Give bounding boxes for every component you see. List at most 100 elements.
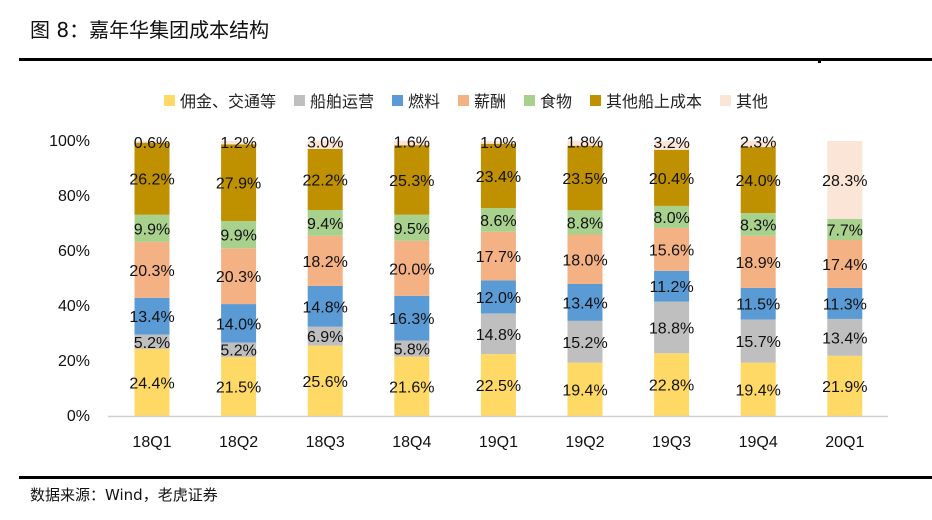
bar-segment: [480, 141, 516, 144]
data-label: 24.4%: [129, 375, 174, 392]
data-label: 1.8%: [567, 135, 603, 152]
legend-label: 佣金、交通等: [179, 92, 276, 111]
data-label: 22.8%: [649, 378, 694, 395]
y-tick-label: 100%: [49, 133, 90, 150]
data-label: 18.0%: [562, 252, 607, 269]
bar-segment: [134, 241, 170, 298]
legend-swatch: [391, 94, 403, 106]
data-label: 3.0%: [307, 135, 343, 152]
bar-segment: [134, 348, 170, 416]
data-label: 13.4%: [822, 330, 867, 347]
bar-segment: [134, 142, 170, 215]
bar-segment: [134, 334, 170, 349]
bar-segment: [480, 231, 516, 281]
legend-item: 其他: [720, 88, 768, 112]
bar-segment: [480, 280, 516, 314]
bar-segment: [567, 362, 603, 416]
source-note: 数据来源：Wind，老虎证券: [30, 486, 218, 504]
data-label: 6.9%: [307, 329, 343, 346]
data-label: 18.2%: [303, 254, 348, 271]
data-label: 9.9%: [220, 228, 256, 245]
data-label: 14.8%: [303, 299, 348, 316]
data-label: 19.4%: [562, 382, 607, 399]
bar-segment: [827, 318, 863, 356]
bar-segment: [480, 208, 516, 232]
data-label: 8.3%: [740, 217, 776, 234]
legend-swatch: [720, 94, 732, 106]
data-label: 17.4%: [822, 257, 867, 274]
bar-segment: [480, 313, 516, 355]
data-label: 15.6%: [649, 242, 694, 259]
bar-segment: [307, 210, 343, 236]
bar-segment: [827, 141, 863, 219]
x-tick-label: 19Q4: [739, 434, 778, 451]
data-label: 1.0%: [480, 135, 516, 152]
data-label: 21.5%: [216, 379, 261, 396]
x-tick-label: 20Q1: [825, 434, 864, 451]
chart-legend: 佣金、交通等 船舶运营 燃料 薪酬 食物 其他船上成本 其他: [0, 88, 932, 112]
bar-segment: [567, 284, 603, 321]
data-label: 18.8%: [649, 320, 694, 337]
bar-segment: [567, 145, 603, 211]
y-tick-label: 20%: [58, 353, 90, 370]
legend-swatch: [457, 94, 469, 106]
y-tick-label: 0%: [67, 408, 90, 425]
data-label: 20.0%: [389, 261, 434, 278]
data-label: 19.4%: [736, 382, 781, 399]
data-label: 12.0%: [476, 290, 521, 307]
data-label: 25.6%: [303, 374, 348, 391]
data-label: 23.4%: [476, 169, 521, 186]
data-label: 15.2%: [562, 335, 607, 352]
x-tick-label: 19Q3: [652, 434, 691, 451]
data-label: 5.2%: [134, 335, 170, 352]
legend-label: 船舶运营: [309, 92, 374, 111]
legend-label: 薪酬: [473, 92, 506, 111]
bar-segment: [221, 342, 257, 357]
legend-item: 其他船上成本: [590, 88, 702, 112]
data-label: 2.3%: [740, 135, 776, 152]
data-label: 5.2%: [220, 343, 256, 360]
legend-swatch: [163, 94, 175, 106]
bar-segment: [134, 214, 170, 242]
data-label: 21.6%: [389, 379, 434, 396]
bar-segment: [307, 326, 343, 346]
data-label: 3.2%: [653, 135, 689, 152]
data-label: 27.9%: [216, 176, 261, 193]
bar-segment: [654, 301, 690, 354]
bar-segment: [654, 205, 690, 228]
data-label: 23.5%: [562, 171, 607, 188]
bar-segment: [480, 354, 516, 416]
bar-segment: [221, 144, 257, 222]
data-label: 16.3%: [389, 311, 434, 328]
bar-segment: [307, 235, 343, 286]
data-label: 20.3%: [129, 263, 174, 280]
data-label: 11.5%: [736, 297, 780, 314]
data-label: 22.2%: [303, 173, 348, 190]
bar-segment: [654, 141, 690, 150]
bar-segment: [307, 285, 343, 327]
bar-segment: [567, 234, 603, 284]
bar-segment: [654, 270, 690, 302]
data-label: 21.9%: [822, 379, 867, 396]
chart-title: 图 8：嘉年华集团成本结构: [30, 18, 270, 42]
bar-segment: [394, 140, 430, 146]
data-label: 13.4%: [129, 309, 174, 326]
data-label: 26.2%: [129, 172, 174, 189]
data-label: 14.0%: [216, 316, 261, 333]
bar-segment: [567, 320, 603, 363]
bar-segment: [740, 287, 776, 320]
data-label: 1.2%: [220, 135, 256, 152]
data-label: 8.6%: [480, 213, 516, 230]
top-rule: [19, 58, 932, 61]
data-label: 1.6%: [394, 135, 430, 152]
legend-item: 佣金、交通等: [163, 88, 276, 112]
data-label: 13.4%: [562, 295, 607, 312]
bar-segment: [394, 240, 430, 296]
data-label: 20.4%: [649, 171, 694, 188]
bar-segment: [134, 141, 170, 143]
bar-segment: [654, 353, 690, 416]
y-tick-label: 40%: [58, 298, 90, 315]
bar-segment: [394, 214, 430, 241]
x-tick-label: 18Q2: [219, 434, 258, 451]
legend-swatch: [293, 94, 305, 106]
